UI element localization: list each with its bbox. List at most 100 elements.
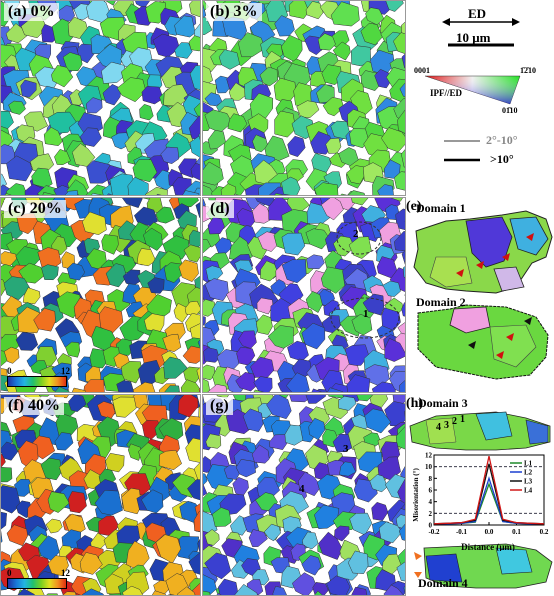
grain (270, 435, 288, 450)
x-tick-label: 0.0 (485, 528, 494, 536)
panel-label-a: (a) 0% (4, 3, 59, 21)
grain (273, 586, 288, 595)
grain (133, 382, 157, 392)
domain-outlines-d (203, 198, 405, 392)
grain (140, 104, 154, 120)
panel-label-g: (g) (206, 397, 233, 415)
chart-ylabel: Misorientation (°) (412, 468, 420, 522)
ebsd-map-d: (d) 2 1 (202, 197, 406, 393)
grain (68, 395, 86, 412)
y-tick-label: 4 (429, 498, 433, 506)
y-tick-label: 2 (429, 510, 433, 518)
legend-label-L4: L4 (524, 487, 533, 495)
grain (288, 136, 306, 157)
ebsd-map-a: (a) 0% (0, 0, 201, 196)
mark-g-4: 4 (299, 483, 305, 495)
y-tick-label: 8 (429, 475, 433, 483)
grain-map-c (1, 198, 200, 392)
panel-label-c: (c) 20% (4, 200, 66, 218)
ebsd-map-f: (f) 40% 0 12 (0, 394, 201, 596)
grain (203, 162, 223, 185)
legend-label-L3: L3 (524, 478, 533, 486)
grain (164, 357, 188, 379)
grain (6, 183, 26, 195)
panel-label-b: (b) 3% (206, 3, 262, 21)
grain (219, 50, 240, 70)
grain (1, 530, 2, 546)
grain (189, 36, 200, 51)
h-mark-2: 2 (452, 416, 457, 427)
boundary-low-label: 2°-10° (486, 133, 518, 148)
grain (102, 234, 119, 254)
ebsd-map-c: (c) 20% 0 12 (0, 197, 201, 393)
mark-g-3: 3 (343, 443, 349, 455)
ed-label: ED (468, 6, 486, 22)
grain-map-g (203, 395, 405, 595)
grain (196, 200, 200, 218)
grain (68, 491, 86, 513)
grain (1, 510, 7, 532)
grain-map-f (1, 395, 200, 595)
grain (142, 86, 163, 104)
mark-d-2: 2 (353, 228, 359, 240)
grain-map-a (1, 1, 200, 195)
h-mark-1: 1 (460, 414, 465, 425)
panel-label-d: (d) (206, 200, 234, 218)
boundary-high-label: >10° (490, 152, 514, 167)
panel-e: (e) Domain 1 Domain 2 (406, 197, 554, 391)
h-mark-3: 3 (444, 420, 449, 431)
colorbar-f-max: 12 (61, 568, 70, 578)
colorbar-c (7, 376, 67, 387)
grain (218, 579, 238, 595)
ebsd-map-g: (g) 3 4 (202, 394, 406, 596)
grain (105, 453, 124, 472)
domain4-label: Domain 4 (418, 576, 468, 591)
grain (404, 1, 405, 9)
mark-d-1: 1 (363, 308, 369, 320)
x-tick-label: 0.2 (540, 528, 549, 536)
scale-label: 10 μm (456, 30, 490, 46)
grain (38, 247, 61, 267)
y-tick-label: 6 (429, 487, 433, 495)
legend-label-L1: L1 (524, 460, 533, 468)
grain (233, 477, 249, 496)
ipf-corner-0001: 0001 (414, 66, 430, 75)
chart-xlabel: Distance (μm) (461, 542, 515, 551)
colorbar-f (7, 578, 67, 589)
legend-label-L2: L2 (524, 469, 533, 477)
ipf-corner-1210: 1̄2̄10 (520, 66, 536, 75)
y-tick-label: 10 (425, 463, 433, 471)
grain (113, 397, 137, 417)
h-mark-4: 4 (436, 422, 441, 433)
ebsd-map-b: (b) 3% (202, 0, 406, 196)
x-tick-label: 0.1 (512, 528, 521, 536)
x-tick-label: -0.1 (456, 528, 468, 536)
grain (118, 198, 143, 208)
grain (1, 467, 12, 482)
grain (46, 519, 62, 533)
ipf-label: IPF//ED (430, 88, 462, 98)
grain-map-b (203, 1, 405, 195)
colorbar-f-min: 0 (7, 568, 12, 578)
domain-maps-e (406, 197, 554, 391)
grain (178, 395, 198, 417)
ipf-corner-0110: 01̄10 (502, 106, 518, 115)
panel-label-f: (f) 40% (4, 397, 64, 415)
grain (339, 396, 357, 410)
grain (372, 502, 388, 520)
legend-block: ED 10 μm 0001 1̄2̄10 IPF//ED 01̄10 2°-10… (410, 0, 554, 194)
grain (183, 346, 200, 364)
grain (156, 535, 181, 564)
grain (189, 1, 200, 17)
y-tick-label: 12 (425, 452, 433, 460)
grain (41, 265, 58, 280)
y-tick-label: 0 (429, 522, 433, 530)
grain (181, 380, 200, 392)
grain (281, 35, 302, 62)
domain2-label: Domain 2 (416, 295, 466, 310)
colorbar-c-max: 12 (61, 366, 70, 376)
grain (208, 130, 226, 149)
grain (16, 332, 38, 350)
colorbar-c-min: 0 (7, 366, 12, 376)
